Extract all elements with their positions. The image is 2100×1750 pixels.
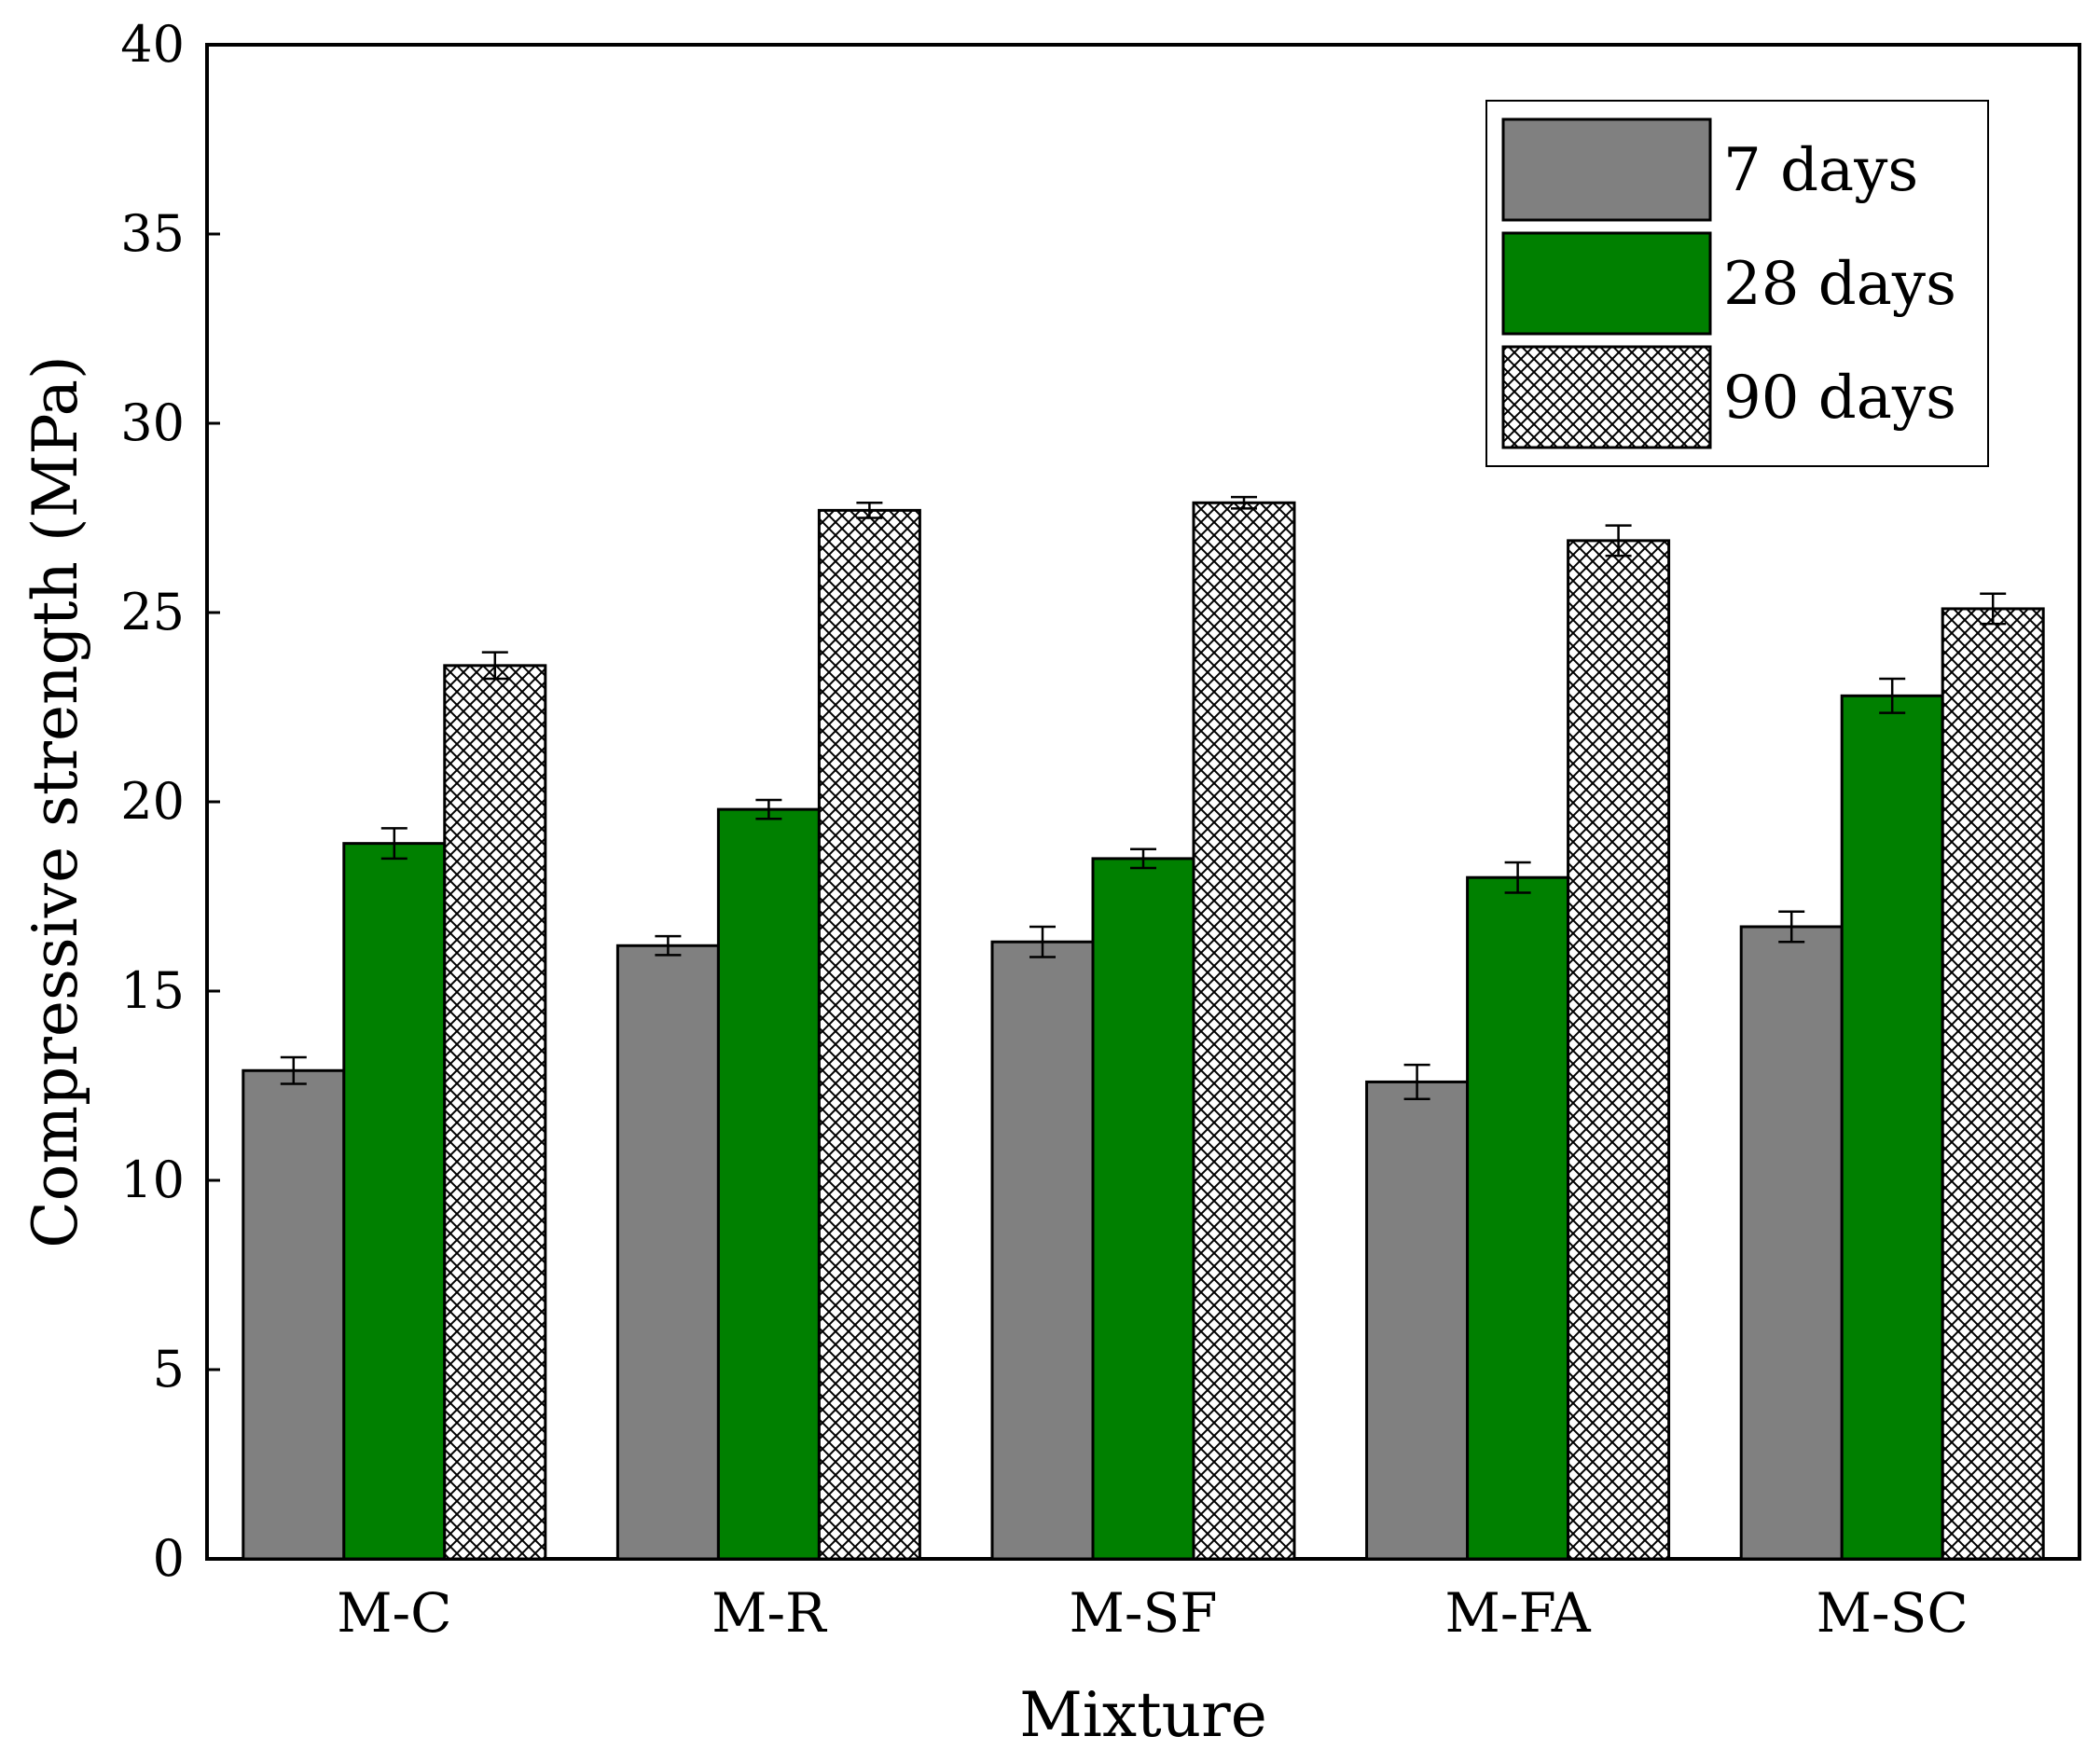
y-tick-label: 0	[153, 1529, 185, 1588]
x-axis: M-C M-R M-SF M-FA M-SC	[337, 1581, 1969, 1645]
bar-m-r-90-days	[817, 508, 921, 1561]
bar-m-r-28-days	[716, 807, 821, 1561]
x-axis-title: Mixture	[1019, 1679, 1267, 1750]
legend-label: 28 days	[1723, 250, 1956, 319]
bar-m-sf-28-days	[1091, 857, 1195, 1561]
bar-m-sf-90-days	[1192, 501, 1296, 1561]
y-tick-label: 5	[153, 1340, 185, 1399]
y-axis: 0 5 10 15 20 25 30 35 40	[120, 15, 220, 1588]
bars-group	[242, 501, 2045, 1561]
bar-m-fa-90-days	[1567, 539, 1671, 1561]
bar-m-fa-7-days	[1365, 1080, 1470, 1561]
y-tick-label: 15	[120, 961, 185, 1020]
bar-m-c-7-days	[242, 1068, 346, 1561]
bar-m-fa-28-days	[1466, 875, 1570, 1561]
bar-m-sf-7-days	[990, 940, 1095, 1561]
bar-m-sc-90-days	[1941, 607, 2045, 1561]
bar-m-sc-7-days	[1739, 925, 1844, 1561]
y-tick-label: 30	[120, 393, 185, 452]
y-tick-label: 10	[120, 1151, 185, 1209]
legend-label: 90 days	[1723, 364, 1956, 433]
x-tick-label: M-C	[337, 1581, 451, 1645]
y-tick-label: 40	[120, 15, 185, 74]
bar-m-c-90-days	[443, 664, 547, 1561]
y-tick-label: 25	[120, 583, 185, 641]
x-tick-label: M-SC	[1817, 1581, 1969, 1645]
y-axis-title: Compressive strength (MPa)	[20, 355, 91, 1247]
y-tick-label: 35	[120, 204, 185, 263]
legend-swatch	[1501, 117, 1712, 222]
bar-m-sc-28-days	[1840, 694, 1944, 1561]
legend: 7 days 28 days 90 days	[1485, 100, 1989, 467]
x-tick-label: M-R	[712, 1581, 828, 1645]
legend-swatch	[1501, 231, 1712, 336]
y-tick-label: 20	[120, 772, 185, 831]
x-tick-label: M-FA	[1445, 1581, 1592, 1645]
bar-m-c-28-days	[342, 842, 447, 1561]
legend-label: 7 days	[1723, 136, 1918, 205]
error-bars-group	[280, 495, 2007, 1100]
legend-swatch	[1501, 345, 1712, 449]
x-tick-label: M-SF	[1070, 1581, 1218, 1645]
bar-m-r-7-days	[615, 944, 720, 1561]
